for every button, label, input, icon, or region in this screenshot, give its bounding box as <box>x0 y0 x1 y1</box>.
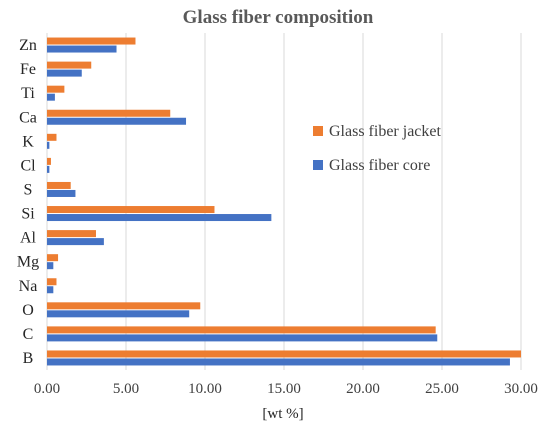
bar <box>47 93 55 101</box>
category-label: K <box>22 133 34 150</box>
category-label: Si <box>21 206 35 223</box>
x-tick-label: 20.00 <box>346 381 380 397</box>
bar <box>47 45 117 53</box>
bar <box>47 286 54 294</box>
category-labels: Zn Fe Ti Ca K Cl S Si Al Mg Na OCB <box>17 37 39 367</box>
category-label: B <box>23 350 34 367</box>
gridlines <box>46 33 522 370</box>
category-label: Mg <box>17 254 39 271</box>
category-label: O <box>22 302 34 319</box>
x-tick-label: 15.00 <box>267 381 301 397</box>
legend: Glass fiber jacket Glass fiber core <box>313 123 442 174</box>
x-tick-label: 30.00 <box>504 381 538 397</box>
bar <box>47 61 92 69</box>
bar <box>47 230 96 238</box>
bar <box>47 206 215 214</box>
bar <box>47 254 59 262</box>
bar <box>47 358 510 366</box>
legend-label: Glass fiber core <box>329 157 430 174</box>
x-tick-label: 5.00 <box>113 381 139 397</box>
bar <box>47 133 57 141</box>
bar <box>47 278 57 286</box>
legend-swatch <box>313 126 323 136</box>
bar <box>47 85 65 93</box>
legend-swatch <box>313 160 323 170</box>
bar <box>47 165 50 173</box>
bar <box>47 141 50 149</box>
category-label: Fe <box>20 61 36 78</box>
bar <box>47 189 76 197</box>
category-label: Na <box>19 278 38 295</box>
category-label: Ca <box>19 109 37 126</box>
x-axis-title: [wt %] <box>262 406 303 422</box>
bar <box>47 350 521 358</box>
bar <box>47 69 82 77</box>
x-tick-label: 0.00 <box>34 381 60 397</box>
bar <box>47 157 51 165</box>
category-label: Cl <box>20 157 36 174</box>
x-tick-labels: 0.00 5.00 10.00 15.00 20.00 25.00 30.00 <box>34 381 538 397</box>
bar <box>47 238 104 246</box>
bar <box>47 334 438 342</box>
category-label: C <box>23 326 34 343</box>
bar <box>47 214 272 222</box>
bar <box>47 109 171 117</box>
bar <box>47 37 136 45</box>
bar <box>47 310 190 318</box>
bar <box>47 117 187 125</box>
category-label: Ti <box>21 85 35 102</box>
legend-label: Glass fiber jacket <box>329 123 442 140</box>
x-tick-label: 10.00 <box>188 381 222 397</box>
category-label: Zn <box>19 37 37 54</box>
bar <box>47 181 71 189</box>
x-tick-label: 25.00 <box>425 381 459 397</box>
bar <box>47 262 54 270</box>
chart-title: Glass fiber composition <box>183 7 374 28</box>
bar <box>47 326 436 334</box>
category-label: Al <box>20 230 37 247</box>
bars <box>47 37 521 366</box>
bar <box>47 302 201 310</box>
category-label: S <box>24 181 33 198</box>
